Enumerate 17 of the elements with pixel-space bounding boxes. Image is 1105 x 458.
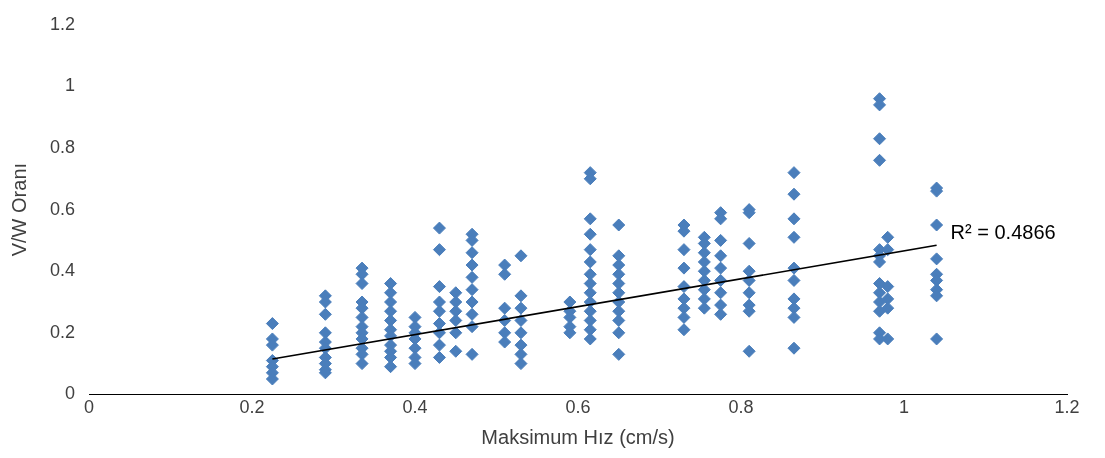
x-tick-label: 1 [899, 397, 910, 418]
x-tick-label: 0.4 [402, 397, 428, 418]
y-tick-label: 1.2 [49, 13, 76, 34]
y-tick-label: 0.8 [49, 136, 76, 157]
y-tick-label: 0.6 [49, 198, 76, 219]
y-tick-label: 0.4 [49, 260, 76, 281]
x-tick-label: 0.6 [565, 397, 591, 418]
x-tick-label: 0 [84, 397, 95, 418]
y-tick-label: 1 [65, 75, 76, 96]
annotation: R² = 0.4866 [950, 220, 1056, 243]
x-tick-label: 0.8 [728, 397, 754, 418]
y-tick-label: 0.2 [49, 321, 76, 342]
y-tick-label: 0 [65, 383, 76, 404]
x-tick-label: 1.2 [1054, 397, 1080, 418]
x-tick-label: 0.2 [239, 397, 265, 418]
x-axis-title: Maksimum Hız (cm/s) [481, 425, 675, 448]
y-axis-title: V/W Oranı [7, 162, 30, 257]
